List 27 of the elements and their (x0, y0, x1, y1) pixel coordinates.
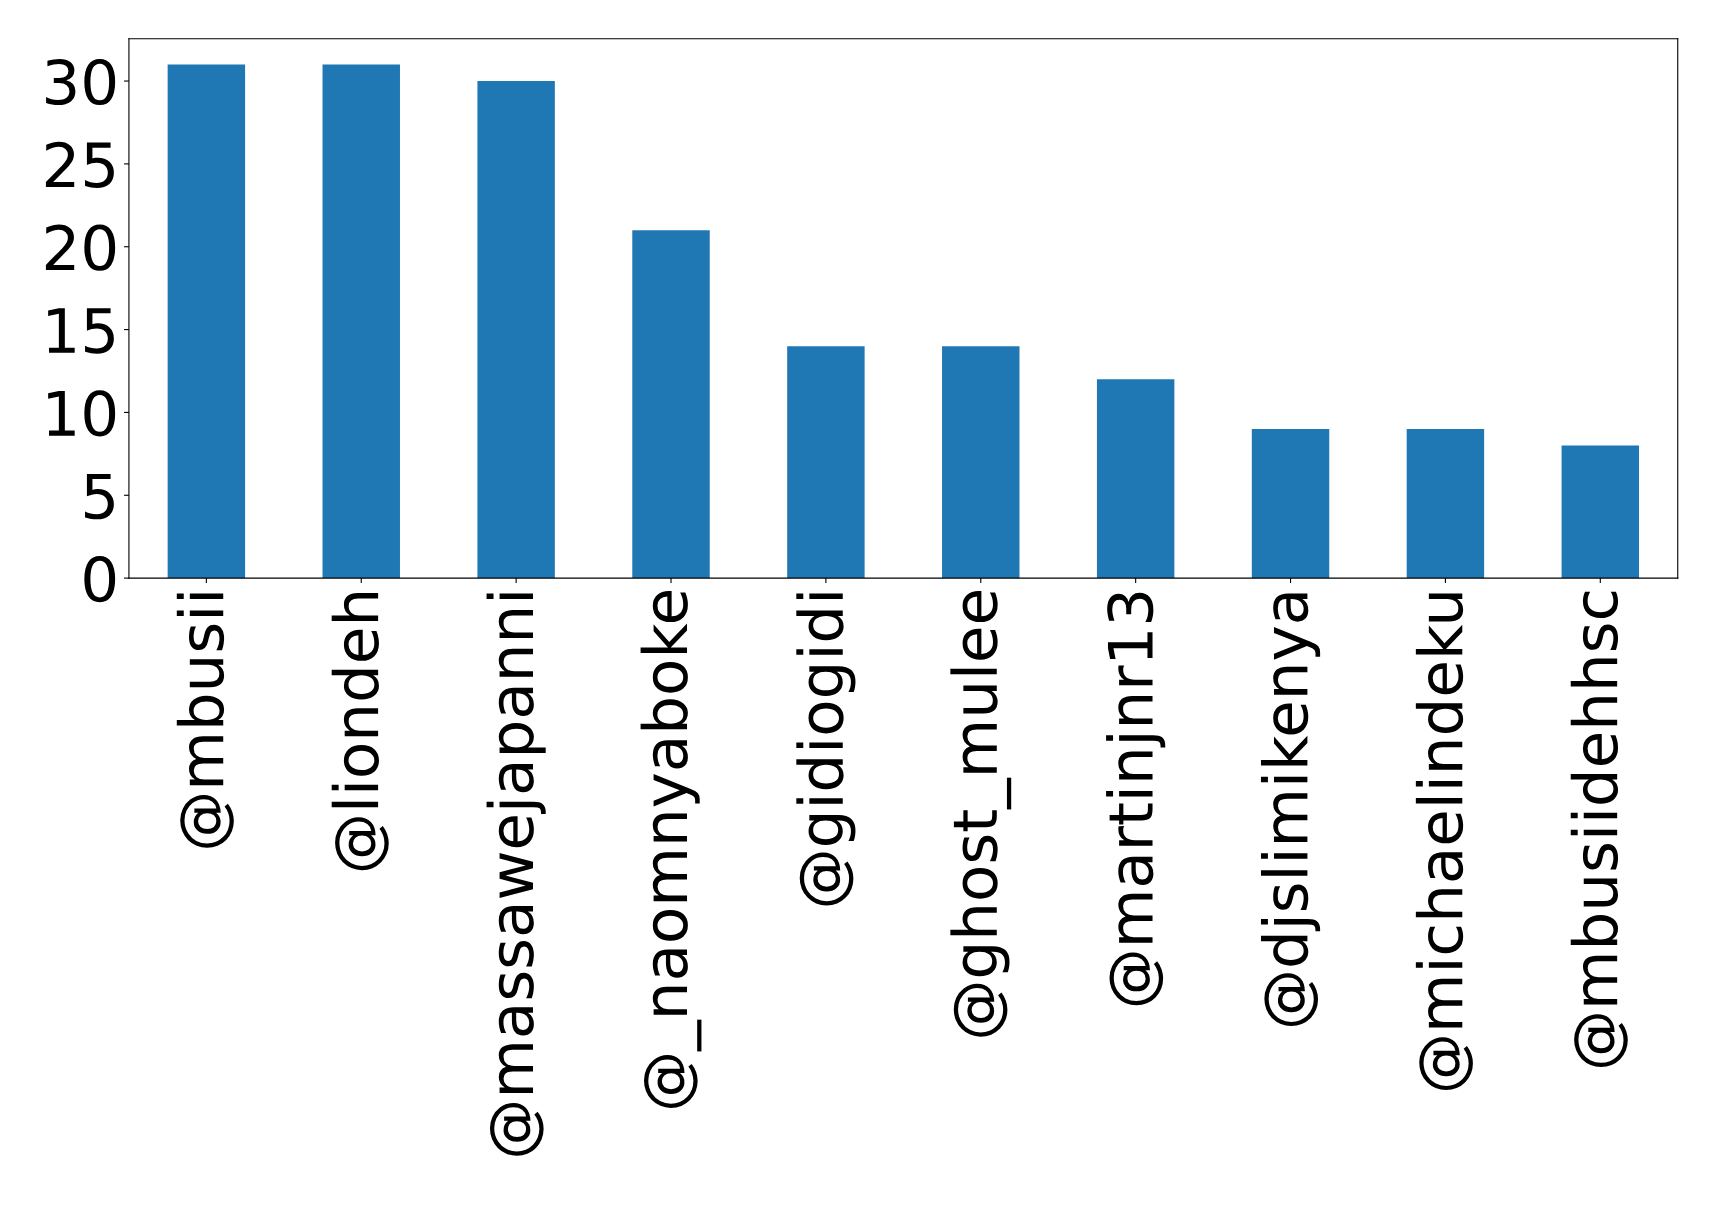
y-tick-label: 25 (45, 141, 114, 188)
x-tick-label: @michaelindeku (1415, 593, 1473, 1091)
bar (1096, 379, 1175, 579)
bar (1406, 429, 1485, 579)
x-tick-label: @_naomnyaboke (640, 591, 702, 1108)
x-tick-label: @mbusii (176, 593, 234, 848)
bar (167, 64, 246, 579)
bar (1561, 445, 1640, 579)
x-tick-label: @djslimikenya (1260, 593, 1321, 1027)
bar (787, 346, 865, 579)
y-tick-label: 10 (48, 390, 116, 437)
y-tick-label: 15 (48, 308, 114, 354)
bar (942, 346, 1020, 579)
y-tick-label: 0 (84, 555, 116, 603)
x-tick-label: @liondeh (331, 593, 389, 871)
x-tick-label: @martinjnr13 (1106, 592, 1166, 1006)
y-tick-label: 5 (85, 473, 114, 520)
x-tick-label: @mbusiidehhsc (1570, 591, 1628, 1068)
bar (477, 81, 555, 579)
y-tick-label: 30 (46, 58, 116, 106)
bar (632, 230, 710, 579)
x-tick-label: @gidiogidi (796, 593, 856, 906)
bar (1251, 429, 1330, 579)
bar (322, 64, 400, 579)
y-tick-label: 20 (45, 224, 116, 271)
x-tick-label: @massawejapanni (486, 593, 546, 1156)
x-tick-label: @ghost_mulee (950, 591, 1012, 1037)
